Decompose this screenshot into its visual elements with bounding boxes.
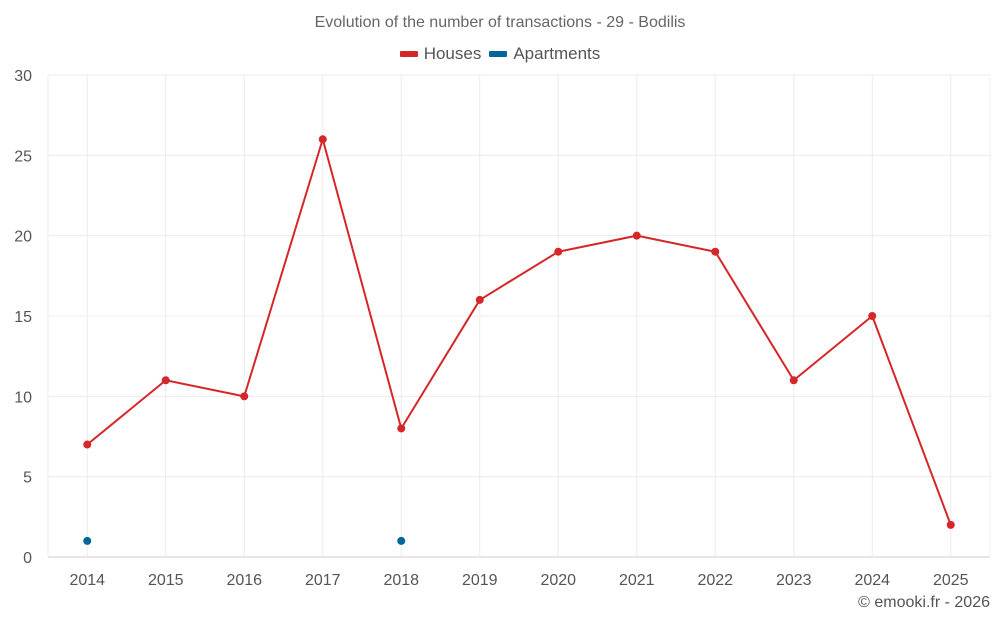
data-point-houses [397,424,406,433]
legend-label-houses: Houses [423,44,482,63]
x-tick-label: 2025 [933,572,969,589]
y-tick-label: 20 [14,229,32,246]
legend-item-apartments[interactable]: Apartments [489,44,600,64]
legend-swatch-houses [399,51,418,57]
data-point-apartments [397,536,406,545]
chart-title: Evolution of the number of transactions … [314,14,686,31]
series-line-houses [86,138,952,526]
legend-label-apartments: Apartments [513,44,601,63]
x-tick-label: 2017 [305,572,341,589]
y-tick-label: 15 [14,309,32,326]
x-tick-label: 2024 [854,572,890,589]
x-tick-label: 2021 [619,572,655,589]
x-tick-label: 2020 [540,572,576,589]
y-tick-label: 30 [14,68,32,85]
x-tick-label: 2019 [462,572,498,589]
legend-swatch-apartments [489,51,508,57]
data-point-houses [554,247,563,256]
data-point-apartments [83,536,92,545]
x-tick-label: 2016 [226,572,262,589]
legend-item-houses[interactable]: Houses [399,44,482,64]
data-point-houses [475,295,484,304]
x-tick-label: 2022 [697,572,733,589]
y-tick-label: 5 [23,470,32,487]
data-point-houses [161,376,170,385]
y-tick-label: 25 [14,148,32,165]
data-point-houses [318,135,327,144]
chart-legend: Houses Apartments [0,44,1000,64]
data-point-houses [83,440,92,449]
credit-text: © emooki.fr - 2026 [858,594,990,611]
x-tick-label: 2014 [69,572,105,589]
data-point-houses [946,520,955,529]
data-point-houses [240,392,249,401]
x-tick-label: 2015 [148,572,184,589]
y-tick-label: 0 [23,550,32,567]
data-point-houses [632,231,641,240]
x-tick-label: 2018 [383,572,419,589]
data-point-houses [711,247,720,256]
data-point-houses [868,312,877,320]
data-point-houses [789,376,798,385]
y-tick-label: 10 [14,389,32,406]
x-tick-label: 2023 [776,572,812,589]
